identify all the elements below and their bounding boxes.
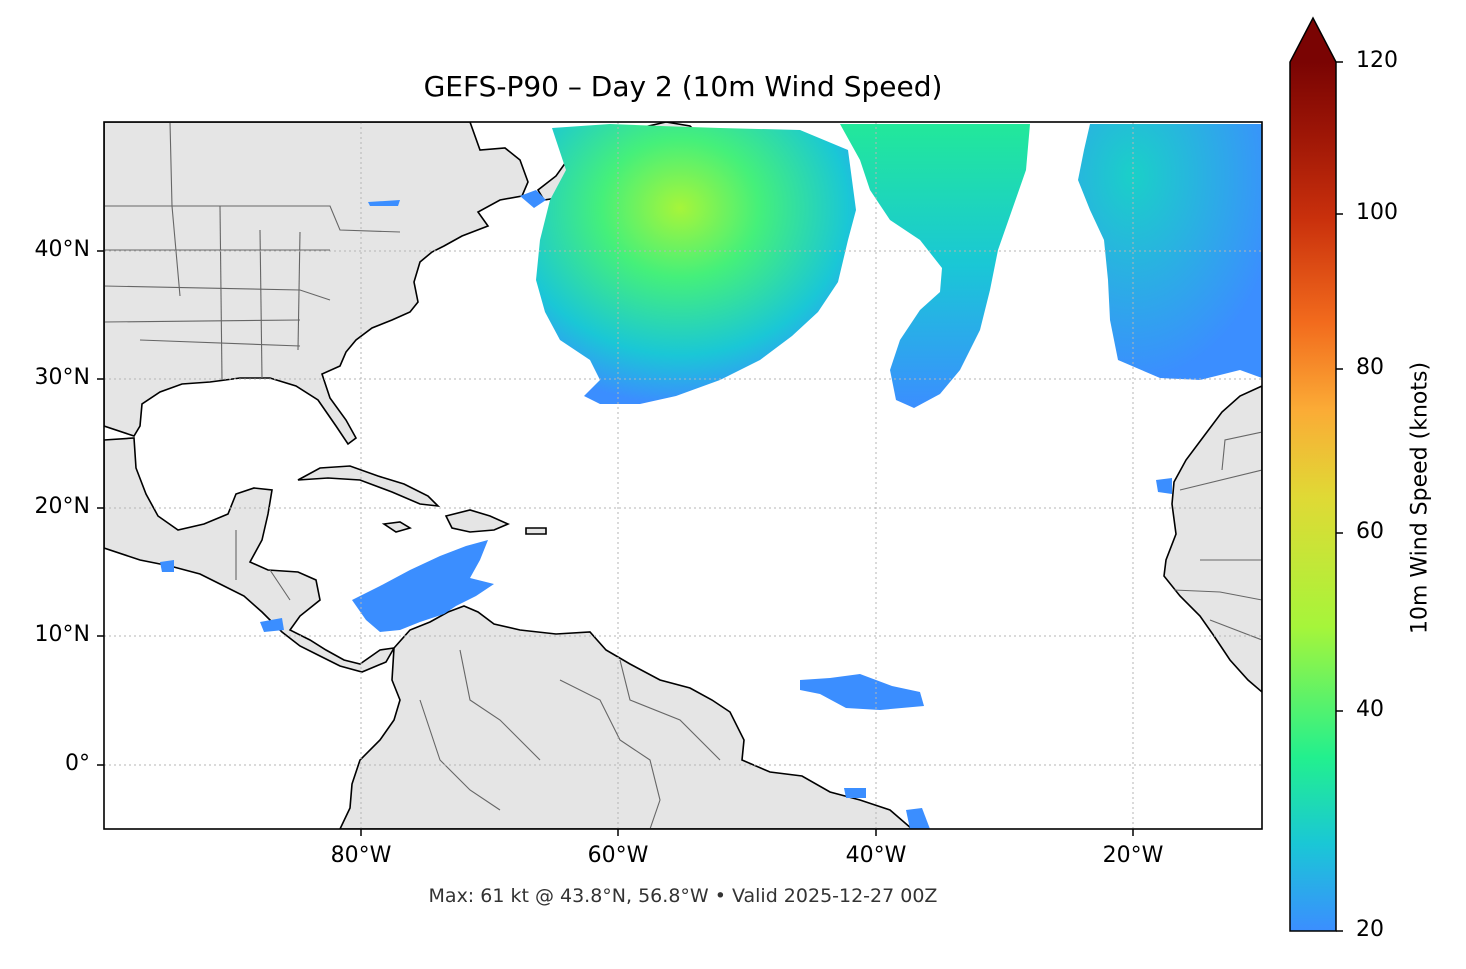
north-atlantic-storm xyxy=(536,124,856,404)
east-atlantic-low xyxy=(1078,124,1262,380)
y-tick-label: 20°N xyxy=(34,494,90,519)
colorbar-tick-label: 100 xyxy=(1356,200,1398,225)
map-footer: Max: 61 kt @ 43.8°N, 56.8°W • Valid 2025… xyxy=(428,885,938,907)
cuba xyxy=(297,465,441,508)
honduras-patch xyxy=(260,618,284,632)
map-title: GEFS-P90 – Day 2 (10m Wind Speed) xyxy=(423,70,943,103)
axis-ticks xyxy=(97,250,1134,836)
map-layers xyxy=(104,122,1262,829)
colorbar-gradient xyxy=(1290,62,1336,931)
hispaniola xyxy=(444,509,510,533)
africa xyxy=(1163,385,1262,694)
colorbar-tick-label: 80 xyxy=(1356,355,1384,380)
great-lakes-patch xyxy=(368,200,400,206)
canary-patch xyxy=(1156,478,1172,494)
x-tick-label: 80°W xyxy=(330,843,392,868)
jamaica xyxy=(381,521,412,533)
mid-atlantic-band xyxy=(840,124,1030,408)
colorbar-tick-label: 120 xyxy=(1356,48,1398,73)
colorbar-label: 10m Wind Speed (knots) xyxy=(1407,361,1433,635)
equatorial-patch xyxy=(800,674,924,710)
map-frame xyxy=(103,121,1263,830)
brazil-coast-patch xyxy=(906,808,930,829)
colorbar xyxy=(1289,16,1343,932)
gridlines xyxy=(104,122,1262,829)
borders xyxy=(104,122,1262,829)
north-america xyxy=(104,122,529,446)
x-tick-label: 20°W xyxy=(1102,843,1164,868)
south-america xyxy=(339,605,914,829)
puerto-rico xyxy=(525,527,547,535)
x-tick-label: 40°W xyxy=(845,843,907,868)
gulf-of-maine-patch xyxy=(520,190,546,208)
y-tick-label: 30°N xyxy=(34,365,90,390)
y-tick-label: 0° xyxy=(65,751,90,776)
caribbean-jet xyxy=(352,540,494,632)
y-tick-label: 40°N xyxy=(34,237,90,262)
colorbar-extend-arrow xyxy=(1290,18,1336,62)
colorbar-tick-label: 60 xyxy=(1356,519,1384,544)
x-tick-label: 60°W xyxy=(587,843,649,868)
land xyxy=(104,122,1262,829)
colorbar-frame xyxy=(1289,16,1337,932)
colorbar-tick-label: 20 xyxy=(1356,917,1384,942)
wind-field xyxy=(160,124,1262,829)
colorbar-tick-label: 40 xyxy=(1356,697,1384,722)
brazil-patch xyxy=(844,788,866,798)
y-tick-label: 10°N xyxy=(34,622,90,647)
pacific-patch xyxy=(160,560,174,572)
